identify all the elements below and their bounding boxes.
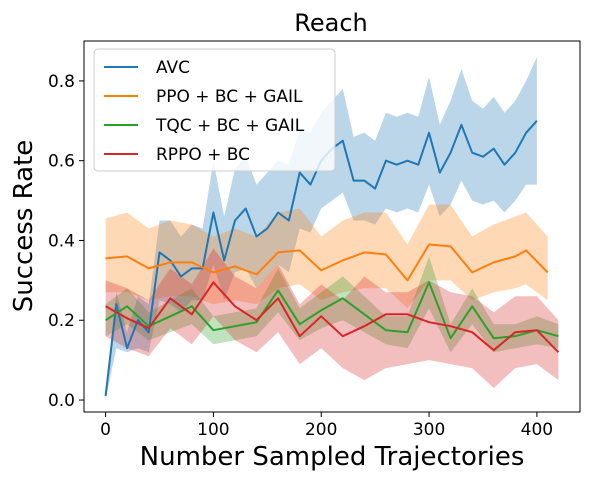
x-tick-label: 200	[305, 420, 337, 440]
x-tick-label: 300	[413, 420, 445, 440]
line-ppo-bc-gail	[105, 243, 549, 282]
x-axis-ticks: 0 100 200 300 400	[100, 412, 553, 440]
line-tqc-bc-gail	[105, 281, 559, 340]
legend-frame	[93, 48, 336, 172]
legend-label-avc: AVC	[156, 58, 190, 78]
x-tick-label: 100	[197, 420, 229, 440]
y-tick-label: 0.4	[48, 231, 75, 251]
y-tick-label: 0.6	[48, 152, 75, 172]
legend-label-tqc-bc-gail: TQC + BC + GAIL	[155, 116, 305, 136]
y-tick-label: 0.8	[48, 72, 75, 92]
x-tick-label: 400	[521, 420, 553, 440]
x-tick-label: 0	[100, 420, 111, 440]
band-avc	[105, 57, 537, 400]
band-rppo-bc	[105, 248, 559, 389]
y-tick-label: 0.2	[48, 311, 75, 331]
band-ppo-bc-gail	[105, 204, 548, 309]
line-rppo-bc	[105, 281, 560, 353]
y-tick-label: 0.0	[48, 391, 75, 411]
plot-area-frame	[83, 40, 581, 413]
chart-title: Reach	[294, 9, 367, 37]
legend: AVC PPO + BC + GAIL TQC + BC + GAIL RPPO + …	[93, 48, 336, 172]
x-axis-title: Number Sampled Trajectories	[140, 442, 525, 472]
legend-label-rppo-bc: RPPO + BC	[156, 145, 250, 165]
legend-label-ppo-bc-gail: PPO + BC + GAIL	[156, 87, 303, 107]
y-axis-ticks: 0.0 0.2 0.4 0.6 0.8	[48, 72, 84, 411]
y-axis-title: Success Rate	[9, 140, 39, 313]
